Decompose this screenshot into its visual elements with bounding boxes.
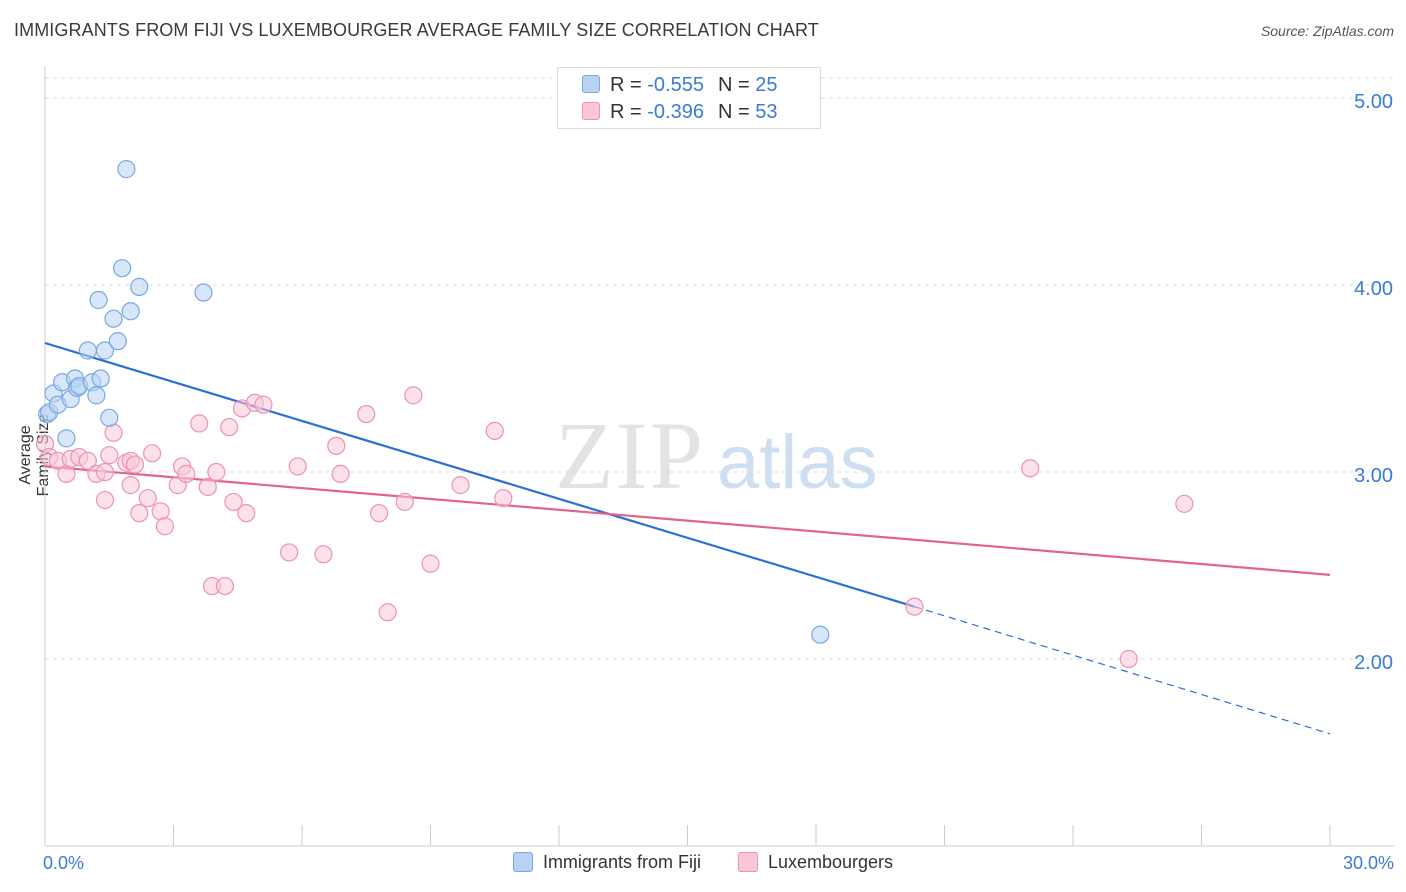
watermark-atlas: atlas [717,420,878,505]
source-credit: Source: ZipAtlas.com [1260,23,1394,39]
luxembourgers-point [327,436,346,455]
luxembourgers-legend-swatch [737,852,758,872]
fiji-point [104,309,123,328]
luxembourgers-point [198,477,217,497]
x-tick-label: 30.0% [1343,853,1394,873]
fiji-trend-extension [914,606,1331,735]
luxembourgers-point [421,554,440,573]
legend-item-luxembourgers[interactable]: Luxembourgers [737,852,894,873]
fiji-n-value: 25 [755,74,778,96]
luxembourgers-point [905,597,924,616]
y-tick-label: 3.00 [1354,465,1393,487]
luxembourgers-point [100,446,119,465]
legend-row-luxembourgers: R = -0.396 N = 53 [582,101,777,125]
legend-item-fiji[interactable]: Immigrants from Fiji [512,852,701,873]
x-tick-labels: 0.0% 30.0% [43,853,1394,873]
luxembourgers-point [237,504,256,523]
r-label: R = [610,74,642,96]
luxembourgers-point [494,489,513,508]
luxembourgers-point [314,545,333,564]
fiji-trend-line [44,341,915,608]
luxembourgers-point [404,386,423,405]
luxembourgers-point [121,476,140,495]
fiji-point [87,386,106,405]
fiji-point [78,341,97,360]
correlation-legend: R = -0.555 N = 25 R = -0.396 N = 53 [557,67,821,129]
grid-lines [45,77,1394,660]
luxembourgers-point [254,395,273,414]
luxembourgers-point [1021,459,1040,478]
data-points [35,160,1194,669]
luxembourgers-point [1175,494,1194,513]
luxembourgers-point [95,462,115,482]
fiji-point [130,277,149,297]
luxembourgers-point [177,464,196,483]
luxembourgers-point [395,492,414,512]
fiji-point [117,160,136,179]
luxembourgers-point [57,464,76,483]
n-label: N = [717,101,750,123]
luxembourgers-point [370,504,389,523]
luxembourgers-point [125,455,145,474]
luxembourgers-point [378,603,397,622]
series-legend: Immigrants from Fiji Luxembourgers [0,852,1406,873]
chart-title: IMMIGRANTS FROM FIJI VS LUXEMBOURGER AVE… [14,20,819,40]
fiji-point [108,332,127,351]
luxembourgers-point [151,502,170,521]
luxembourgers-point [331,464,350,483]
fiji-point [91,369,110,388]
fiji-legend-swatch [512,852,533,872]
luxembourgers-trend-line [44,465,1331,576]
fiji-swatch [582,75,600,93]
legend-row-fiji: R = -0.555 N = 25 [582,74,777,98]
y-tick-label: 5.00 [1354,91,1393,113]
fiji-point [95,341,115,360]
n-label: N = [717,74,750,96]
luxembourgers-point [130,504,149,523]
luxembourgers-point [207,462,226,482]
luxembourgers-point [357,404,376,424]
y-tick-labels: 2.00 3.00 4.00 5.00 [1354,91,1393,674]
luxembourgers-point [288,457,307,476]
luxembourgers-point [104,423,123,442]
fiji-legend-label: Immigrants from Fiji [542,852,701,872]
luxembourgers-point [155,517,175,536]
luxembourgers-point [280,543,299,562]
luxembourgers-point [485,421,504,440]
y-tick-label: 2.00 [1354,652,1393,674]
luxembourgers-n-value: 53 [755,101,778,123]
luxembourgers-swatch [582,102,600,120]
fiji-point [811,625,830,644]
fiji-point [112,259,132,278]
trend-lines [44,341,1331,735]
fiji-point [89,290,108,310]
luxembourgers-point [451,476,470,495]
luxembourgers-point [1119,649,1138,669]
axes [44,66,1394,847]
luxembourgers-point [95,490,115,510]
luxembourgers-point [138,489,157,508]
luxembourgers-point [224,492,243,512]
watermark-zip: ZIP [555,402,705,509]
fiji-point [57,429,76,448]
y-tick-label: 4.00 [1354,278,1393,300]
luxembourgers-r-value: -0.396 [647,101,704,123]
luxembourgers-point [142,444,162,463]
x-tick-label: 0.0% [43,853,84,873]
luxembourgers-point [78,451,97,470]
fiji-point [121,302,140,321]
luxembourgers-point [215,576,234,596]
fiji-point [194,283,213,302]
luxembourgers-legend-label: Luxembourgers [767,852,894,872]
luxembourgers-point [190,414,209,433]
fiji-r-value: -0.555 [647,74,704,96]
luxembourgers-point [220,418,239,437]
fiji-point [100,408,119,427]
r-label: R = [610,101,642,123]
